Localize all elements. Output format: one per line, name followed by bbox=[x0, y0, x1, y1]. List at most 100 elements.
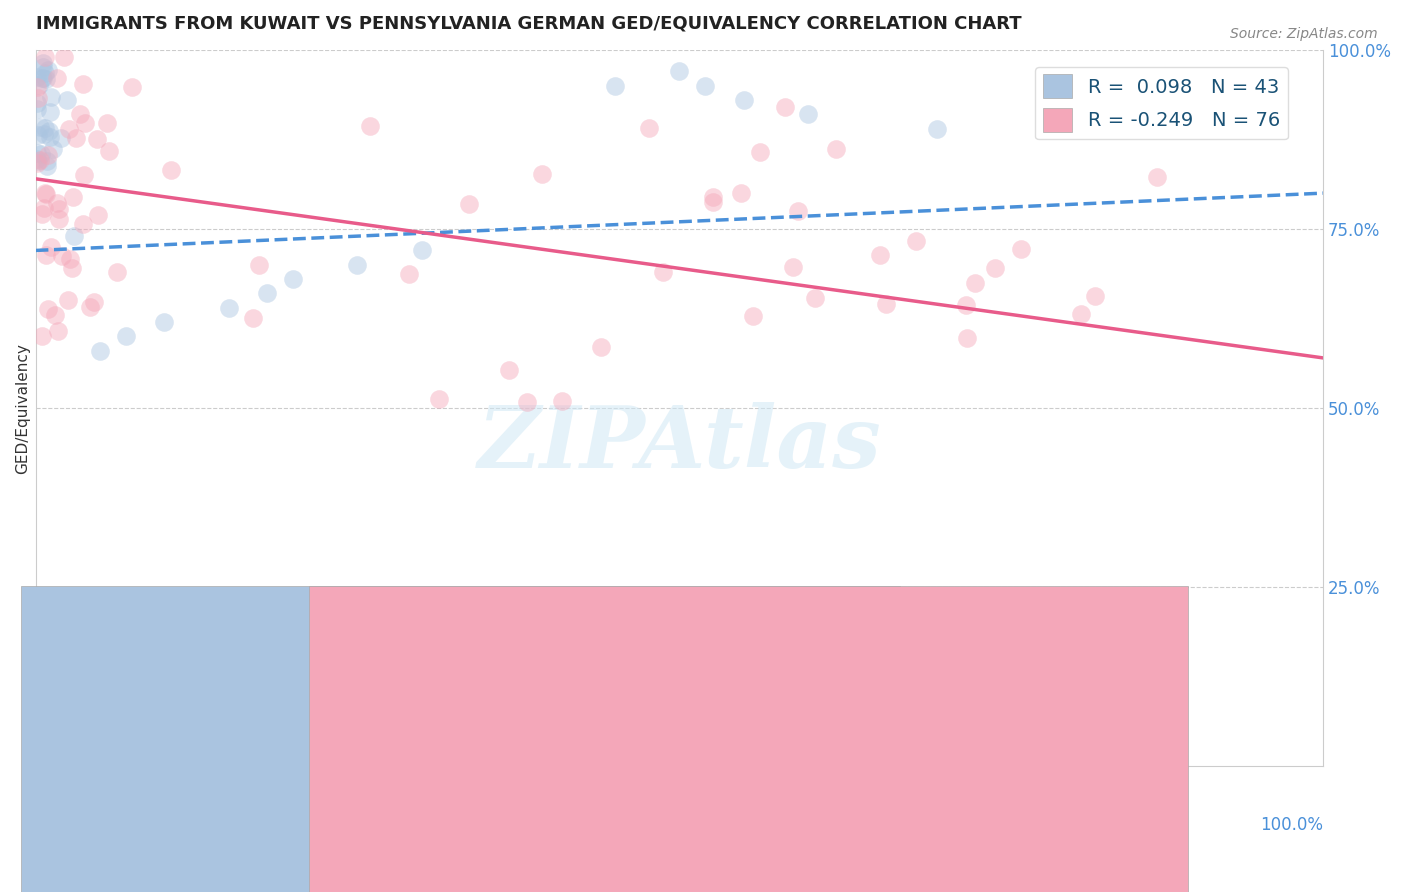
Point bbox=[1084, 289, 1107, 303]
Point bbox=[25, 79, 48, 94]
Point bbox=[114, 329, 136, 343]
Point bbox=[72, 169, 94, 183]
Point bbox=[27, 152, 49, 166]
Point bbox=[45, 70, 67, 85]
Point bbox=[63, 229, 86, 244]
Point bbox=[48, 212, 70, 227]
Point bbox=[39, 90, 62, 104]
Point bbox=[32, 70, 55, 85]
Point bbox=[531, 167, 554, 181]
Point bbox=[27, 154, 49, 169]
Point bbox=[51, 130, 73, 145]
Text: ZIPAtlas: ZIPAtlas bbox=[478, 402, 882, 485]
Point bbox=[105, 265, 128, 279]
Point bbox=[1010, 243, 1032, 257]
Point bbox=[153, 315, 176, 329]
Point bbox=[247, 258, 270, 272]
Point bbox=[37, 147, 59, 161]
Point bbox=[797, 107, 820, 121]
Point bbox=[346, 258, 368, 272]
Point bbox=[427, 392, 450, 406]
Point bbox=[56, 293, 79, 308]
Point bbox=[218, 301, 240, 315]
Point bbox=[742, 309, 765, 323]
Point bbox=[30, 147, 52, 161]
Point bbox=[1146, 170, 1168, 185]
Point bbox=[25, 145, 48, 160]
Point bbox=[498, 363, 520, 377]
Point bbox=[60, 260, 83, 275]
Point bbox=[693, 78, 716, 93]
Text: Pennsylvania Germans: Pennsylvania Germans bbox=[773, 859, 957, 874]
Point bbox=[984, 260, 1007, 275]
Point bbox=[702, 190, 724, 204]
Text: IMMIGRANTS FROM KUWAIT VS PENNSYLVANIA GERMAN GED/EQUIVALENCY CORRELATION CHART: IMMIGRANTS FROM KUWAIT VS PENNSYLVANIA G… bbox=[35, 15, 1021, 33]
Point bbox=[37, 153, 59, 168]
Point bbox=[955, 331, 977, 345]
Text: Source: ZipAtlas.com: Source: ZipAtlas.com bbox=[1230, 27, 1378, 41]
Point bbox=[28, 153, 51, 167]
Point bbox=[28, 78, 51, 92]
Point bbox=[398, 267, 420, 281]
Point bbox=[73, 116, 96, 130]
Point bbox=[31, 207, 53, 221]
Point bbox=[34, 248, 56, 262]
Point bbox=[96, 115, 118, 129]
Point bbox=[359, 119, 381, 133]
Point bbox=[702, 194, 724, 209]
Point bbox=[875, 296, 897, 310]
Point bbox=[89, 343, 111, 358]
Point bbox=[34, 120, 56, 135]
Point bbox=[72, 217, 94, 231]
Point bbox=[159, 162, 181, 177]
Point bbox=[65, 131, 87, 145]
Text: 0.0%: 0.0% bbox=[35, 816, 77, 835]
Point bbox=[86, 131, 108, 145]
Y-axis label: GED/Equivalency: GED/Equivalency bbox=[15, 343, 30, 474]
Point bbox=[37, 301, 59, 316]
Point bbox=[31, 70, 53, 85]
Point bbox=[46, 196, 69, 211]
Point bbox=[955, 298, 977, 312]
Point bbox=[27, 91, 49, 105]
Point bbox=[97, 145, 120, 159]
Point bbox=[39, 240, 62, 254]
Point bbox=[34, 186, 56, 200]
Point bbox=[25, 102, 48, 116]
Point bbox=[31, 329, 53, 343]
Point bbox=[25, 95, 48, 110]
Point bbox=[242, 310, 264, 325]
Point bbox=[37, 159, 59, 173]
Point bbox=[59, 252, 82, 267]
Point bbox=[1070, 306, 1092, 320]
Point bbox=[87, 209, 110, 223]
Point bbox=[38, 104, 60, 119]
Point bbox=[51, 249, 73, 263]
Point bbox=[603, 78, 626, 93]
Point bbox=[256, 286, 278, 301]
Point bbox=[35, 72, 58, 87]
Point bbox=[34, 66, 56, 80]
Point bbox=[925, 121, 948, 136]
Point bbox=[42, 142, 65, 156]
Point bbox=[83, 295, 105, 310]
Point bbox=[30, 120, 52, 134]
Point bbox=[25, 156, 48, 170]
Point bbox=[458, 197, 481, 211]
Point bbox=[733, 93, 755, 107]
Point bbox=[904, 234, 927, 248]
Point bbox=[786, 203, 808, 218]
Point bbox=[32, 56, 55, 70]
Point bbox=[773, 100, 796, 114]
Point bbox=[31, 61, 53, 75]
Point bbox=[281, 272, 304, 286]
Point bbox=[804, 291, 827, 305]
Point bbox=[516, 395, 538, 409]
Point bbox=[121, 79, 143, 94]
Point bbox=[748, 145, 770, 160]
Point bbox=[35, 186, 58, 201]
Point bbox=[53, 50, 76, 64]
Point bbox=[56, 93, 79, 107]
Point bbox=[34, 50, 56, 64]
Point bbox=[37, 63, 59, 78]
